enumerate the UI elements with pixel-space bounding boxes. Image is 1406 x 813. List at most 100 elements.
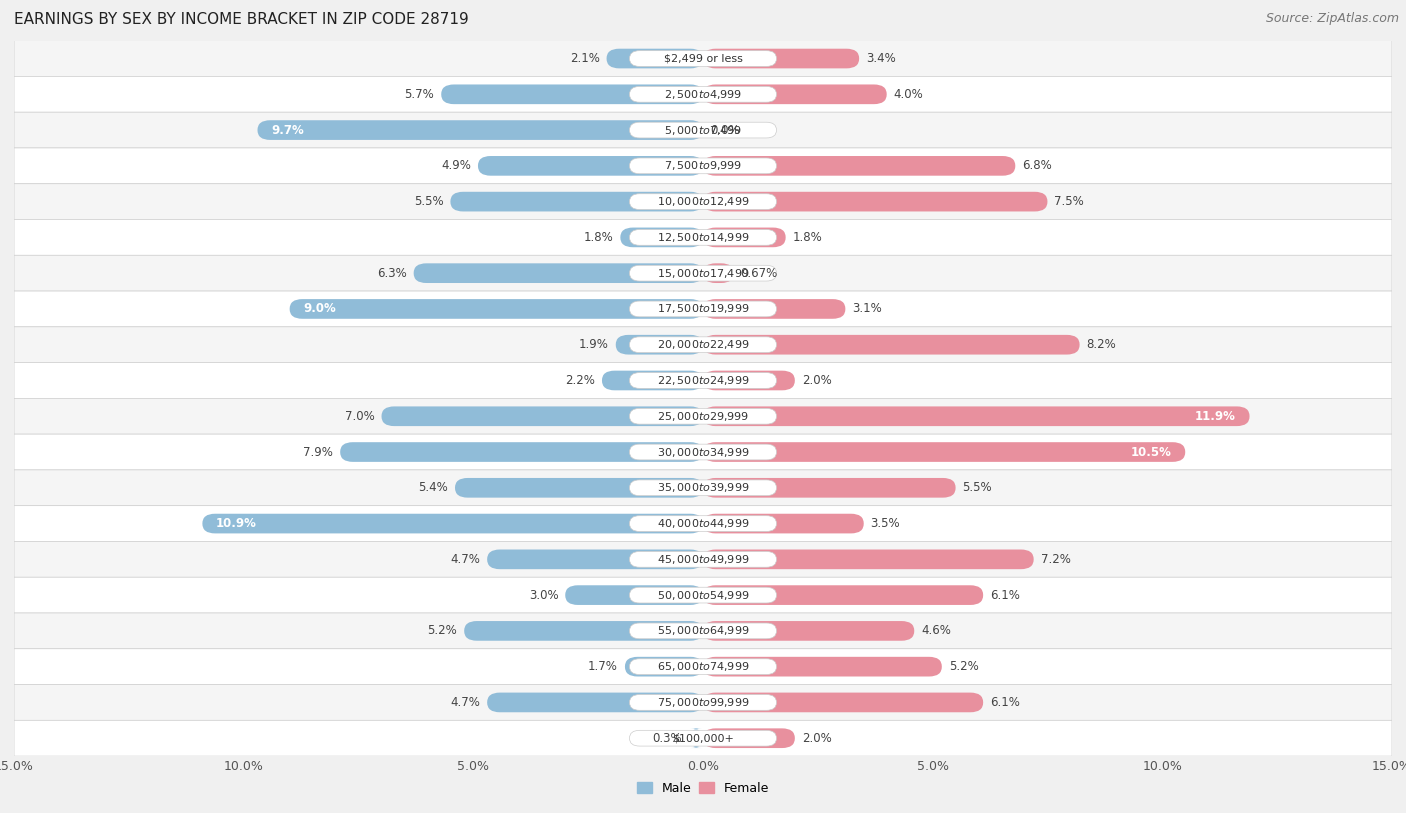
FancyBboxPatch shape bbox=[630, 122, 776, 138]
Text: 5.5%: 5.5% bbox=[413, 195, 443, 208]
Text: 6.1%: 6.1% bbox=[990, 696, 1019, 709]
FancyBboxPatch shape bbox=[630, 193, 776, 210]
FancyBboxPatch shape bbox=[703, 406, 1250, 426]
Text: 1.8%: 1.8% bbox=[793, 231, 823, 244]
Text: $17,500 to $19,999: $17,500 to $19,999 bbox=[657, 302, 749, 315]
Text: 9.7%: 9.7% bbox=[271, 124, 304, 137]
FancyBboxPatch shape bbox=[14, 41, 1392, 76]
Text: 2.1%: 2.1% bbox=[569, 52, 599, 65]
Text: $100,000+: $100,000+ bbox=[672, 733, 734, 743]
FancyBboxPatch shape bbox=[340, 442, 703, 462]
Text: $2,499 or less: $2,499 or less bbox=[664, 54, 742, 63]
Text: 7.5%: 7.5% bbox=[1054, 195, 1084, 208]
FancyBboxPatch shape bbox=[630, 659, 776, 675]
Text: $75,000 to $99,999: $75,000 to $99,999 bbox=[657, 696, 749, 709]
Text: 7.2%: 7.2% bbox=[1040, 553, 1070, 566]
Text: $15,000 to $17,499: $15,000 to $17,499 bbox=[657, 267, 749, 280]
FancyBboxPatch shape bbox=[630, 229, 776, 246]
FancyBboxPatch shape bbox=[630, 623, 776, 639]
FancyBboxPatch shape bbox=[14, 577, 1392, 613]
FancyBboxPatch shape bbox=[703, 263, 734, 283]
Text: 0.3%: 0.3% bbox=[652, 732, 682, 745]
FancyBboxPatch shape bbox=[14, 327, 1392, 363]
FancyBboxPatch shape bbox=[441, 85, 703, 104]
Text: 4.0%: 4.0% bbox=[894, 88, 924, 101]
FancyBboxPatch shape bbox=[630, 480, 776, 496]
Text: 5.5%: 5.5% bbox=[963, 481, 993, 494]
FancyBboxPatch shape bbox=[630, 301, 776, 317]
FancyBboxPatch shape bbox=[14, 76, 1392, 112]
FancyBboxPatch shape bbox=[14, 506, 1392, 541]
Text: $22,500 to $24,999: $22,500 to $24,999 bbox=[657, 374, 749, 387]
FancyBboxPatch shape bbox=[630, 50, 776, 67]
FancyBboxPatch shape bbox=[616, 335, 703, 354]
FancyBboxPatch shape bbox=[703, 693, 983, 712]
Text: $45,000 to $49,999: $45,000 to $49,999 bbox=[657, 553, 749, 566]
Text: $50,000 to $54,999: $50,000 to $54,999 bbox=[657, 589, 749, 602]
Text: $30,000 to $34,999: $30,000 to $34,999 bbox=[657, 446, 749, 459]
Text: $25,000 to $29,999: $25,000 to $29,999 bbox=[657, 410, 749, 423]
FancyBboxPatch shape bbox=[14, 291, 1392, 327]
FancyBboxPatch shape bbox=[703, 478, 956, 498]
Text: 4.6%: 4.6% bbox=[921, 624, 950, 637]
Text: 3.5%: 3.5% bbox=[870, 517, 900, 530]
FancyBboxPatch shape bbox=[703, 335, 1080, 354]
FancyBboxPatch shape bbox=[257, 120, 703, 140]
Text: 3.1%: 3.1% bbox=[852, 302, 882, 315]
FancyBboxPatch shape bbox=[703, 657, 942, 676]
FancyBboxPatch shape bbox=[14, 685, 1392, 720]
FancyBboxPatch shape bbox=[14, 541, 1392, 577]
FancyBboxPatch shape bbox=[381, 406, 703, 426]
FancyBboxPatch shape bbox=[689, 728, 703, 748]
FancyBboxPatch shape bbox=[14, 398, 1392, 434]
FancyBboxPatch shape bbox=[703, 156, 1015, 176]
FancyBboxPatch shape bbox=[624, 657, 703, 676]
Text: 7.0%: 7.0% bbox=[344, 410, 374, 423]
FancyBboxPatch shape bbox=[703, 514, 863, 533]
Text: $12,500 to $14,999: $12,500 to $14,999 bbox=[657, 231, 749, 244]
Text: 7.9%: 7.9% bbox=[304, 446, 333, 459]
Text: $40,000 to $44,999: $40,000 to $44,999 bbox=[657, 517, 749, 530]
Text: 0.0%: 0.0% bbox=[710, 124, 740, 137]
FancyBboxPatch shape bbox=[14, 112, 1392, 148]
FancyBboxPatch shape bbox=[486, 550, 703, 569]
FancyBboxPatch shape bbox=[630, 265, 776, 281]
FancyBboxPatch shape bbox=[14, 434, 1392, 470]
Text: 2.0%: 2.0% bbox=[801, 732, 831, 745]
Text: 4.7%: 4.7% bbox=[450, 553, 481, 566]
FancyBboxPatch shape bbox=[703, 299, 845, 319]
FancyBboxPatch shape bbox=[290, 299, 703, 319]
FancyBboxPatch shape bbox=[630, 86, 776, 102]
FancyBboxPatch shape bbox=[703, 371, 794, 390]
Text: 1.7%: 1.7% bbox=[588, 660, 619, 673]
Text: 6.1%: 6.1% bbox=[990, 589, 1019, 602]
FancyBboxPatch shape bbox=[703, 728, 794, 748]
Text: $35,000 to $39,999: $35,000 to $39,999 bbox=[657, 481, 749, 494]
FancyBboxPatch shape bbox=[14, 148, 1392, 184]
FancyBboxPatch shape bbox=[703, 192, 1047, 211]
FancyBboxPatch shape bbox=[413, 263, 703, 283]
Text: 1.8%: 1.8% bbox=[583, 231, 613, 244]
FancyBboxPatch shape bbox=[630, 515, 776, 532]
FancyBboxPatch shape bbox=[464, 621, 703, 641]
FancyBboxPatch shape bbox=[202, 514, 703, 533]
FancyBboxPatch shape bbox=[630, 158, 776, 174]
FancyBboxPatch shape bbox=[486, 693, 703, 712]
Text: 2.2%: 2.2% bbox=[565, 374, 595, 387]
FancyBboxPatch shape bbox=[703, 442, 1185, 462]
Text: 6.3%: 6.3% bbox=[377, 267, 406, 280]
FancyBboxPatch shape bbox=[703, 585, 983, 605]
Text: 5.2%: 5.2% bbox=[427, 624, 457, 637]
Text: Source: ZipAtlas.com: Source: ZipAtlas.com bbox=[1265, 12, 1399, 25]
FancyBboxPatch shape bbox=[565, 585, 703, 605]
Text: EARNINGS BY SEX BY INCOME BRACKET IN ZIP CODE 28719: EARNINGS BY SEX BY INCOME BRACKET IN ZIP… bbox=[14, 12, 468, 27]
FancyBboxPatch shape bbox=[14, 363, 1392, 398]
FancyBboxPatch shape bbox=[630, 587, 776, 603]
FancyBboxPatch shape bbox=[630, 730, 776, 746]
Text: 4.9%: 4.9% bbox=[441, 159, 471, 172]
Text: 10.9%: 10.9% bbox=[217, 517, 257, 530]
Text: 5.2%: 5.2% bbox=[949, 660, 979, 673]
FancyBboxPatch shape bbox=[630, 408, 776, 424]
Text: 11.9%: 11.9% bbox=[1195, 410, 1236, 423]
FancyBboxPatch shape bbox=[630, 444, 776, 460]
